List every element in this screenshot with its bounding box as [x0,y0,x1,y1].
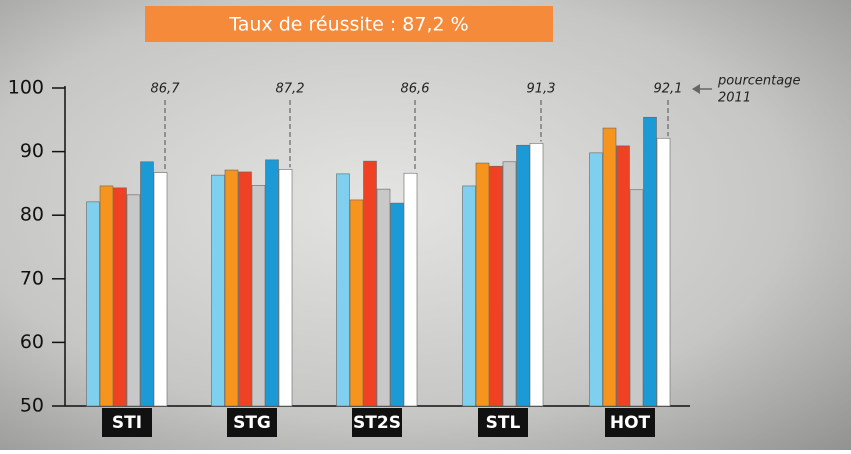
bar [644,117,657,406]
bar [279,169,292,406]
bar [391,203,404,406]
bar [530,143,543,406]
bar [114,188,127,406]
bar [630,190,643,406]
y-tick-label: 100 [8,77,44,99]
bar [617,146,630,406]
y-tick-label: 80 [20,204,44,226]
bar [212,175,225,406]
chart-title: Taux de réussite : 87,2 % [228,14,468,36]
bar [100,186,113,406]
bar [657,138,670,406]
y-tick-label: 50 [20,395,44,417]
value-label: 87,2 [276,82,305,97]
bar [337,174,350,406]
y-tick-label: 90 [20,140,44,162]
bar [141,162,154,406]
value-label: 91,3 [527,82,556,97]
bar [590,153,603,406]
x-tick-label: STI [112,413,142,433]
bar [603,128,616,406]
x-tick-label: HOT [610,413,651,433]
bar [266,160,279,406]
bar [463,186,476,406]
annotation: 2011 [718,91,751,106]
bar [252,185,265,406]
bar [225,170,238,406]
x-tick-label: STG [233,413,271,433]
x-tick-label: STL [486,413,521,433]
bar [404,173,417,406]
value-label: 86,6 [401,82,430,97]
bar [154,173,167,406]
bar [517,145,530,406]
value-label: 86,7 [151,82,181,97]
bar [239,172,252,406]
annotation: pourcentage [717,74,801,89]
bar [503,162,516,406]
bar [490,166,503,406]
x-tick-label: ST2S [353,413,401,433]
bar [87,202,100,406]
bar [127,195,140,406]
bar [364,161,377,406]
bar [350,200,363,406]
bar [476,163,489,406]
y-tick-label: 60 [20,331,44,353]
chart: Taux de réussite : 87,2 % 50 60 70 80 90 100 p… [0,0,851,450]
value-label: 92,1 [654,82,683,97]
bar [377,189,390,406]
y-tick-label: 70 [20,267,44,289]
